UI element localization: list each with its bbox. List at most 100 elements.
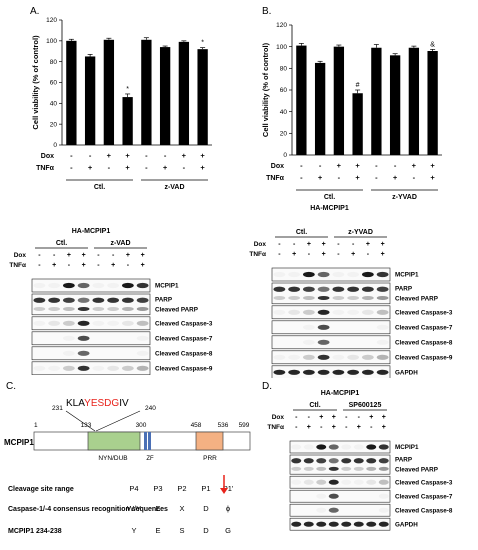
- blot-strip: [271, 282, 391, 305]
- row-mark: -: [70, 151, 73, 160]
- row-mark: +: [337, 161, 342, 170]
- group-label: Ctl.: [94, 184, 105, 191]
- band: [107, 320, 120, 326]
- band: [48, 320, 61, 326]
- band: [273, 271, 286, 278]
- band: [48, 335, 61, 341]
- row-mark: +: [125, 151, 130, 160]
- band: [62, 350, 75, 356]
- blot-row-mark: -: [38, 252, 41, 259]
- seq-start: 231: [52, 405, 63, 412]
- prr-label: PRR: [203, 455, 217, 462]
- blot-b: Ctl. z-YVAD Dox - - + + - - + + TNFα - + - + - + - + MCPIP1 P…: [249, 229, 453, 378]
- panel-a-label: A.: [30, 6, 39, 17]
- band: [317, 339, 330, 345]
- blot-row-mark: +: [322, 241, 326, 248]
- blot-row-mark: +: [332, 414, 336, 421]
- row-mark: -: [413, 173, 416, 182]
- band: [62, 306, 75, 311]
- band-label: PARP: [155, 296, 172, 303]
- row-label: TNFα: [266, 175, 285, 182]
- table-cell: G: [225, 526, 231, 535]
- band: [302, 286, 315, 292]
- band: [288, 309, 301, 315]
- blot-row-mark: -: [345, 414, 348, 421]
- zf-label: ZF: [146, 456, 154, 462]
- y-tick-label: 100: [46, 38, 57, 45]
- band: [273, 286, 286, 292]
- bar: [371, 47, 382, 155]
- band: [361, 309, 374, 315]
- row-mark: -: [145, 163, 148, 172]
- band: [376, 369, 389, 375]
- band: [107, 335, 120, 341]
- band: [302, 324, 315, 330]
- band: [136, 320, 149, 326]
- band: [347, 271, 360, 278]
- band: [62, 320, 75, 326]
- band-label: Cleaved Caspase-7: [155, 336, 213, 343]
- blot-row-mark: +: [141, 252, 145, 259]
- band: [121, 306, 134, 311]
- band: [317, 271, 330, 278]
- band: [366, 521, 377, 527]
- blot-row-mark: +: [322, 251, 326, 258]
- band: [273, 309, 286, 315]
- blot-strip: [289, 503, 391, 517]
- band: [316, 479, 327, 485]
- band: [291, 466, 302, 471]
- blot-row-mark: +: [369, 414, 373, 421]
- prr-domain: [195, 431, 224, 451]
- blot-row-mark: +: [111, 262, 115, 269]
- row-mark: -: [394, 161, 397, 170]
- blot-row-label: TNFα: [9, 262, 26, 269]
- blot-group-label: Ctl.: [309, 402, 320, 409]
- zf-domain: [144, 432, 147, 450]
- row-mark: -: [108, 163, 111, 172]
- row-label: Dox: [271, 163, 284, 170]
- band: [107, 350, 120, 356]
- bar: [178, 41, 190, 145]
- band: [328, 444, 339, 450]
- band: [317, 286, 330, 292]
- band: [33, 320, 46, 326]
- band: [353, 493, 364, 499]
- band-label: Cleaved Caspase-8: [395, 340, 453, 347]
- row-mark: +: [200, 163, 205, 172]
- bar: [159, 47, 171, 146]
- significance-mark: &: [430, 41, 435, 48]
- band: [341, 458, 352, 464]
- band: [303, 507, 314, 513]
- band: [341, 466, 352, 471]
- row-mark: +: [163, 163, 168, 172]
- blot-row-mark: +: [67, 252, 71, 259]
- band: [378, 493, 389, 499]
- band: [48, 297, 61, 303]
- blot-strip: [289, 440, 391, 454]
- band-label: Cleaved Caspase-7: [395, 325, 453, 332]
- table-cell: E: [155, 504, 160, 513]
- blot-strip: [271, 267, 391, 282]
- band: [77, 350, 90, 356]
- blot-row-mark: -: [97, 252, 100, 259]
- band: [366, 458, 377, 464]
- band: [341, 493, 352, 499]
- blot-row-mark: -: [295, 424, 298, 431]
- blot-strip: [31, 293, 151, 316]
- blot-row-mark: +: [366, 241, 370, 248]
- row-mark: +: [393, 173, 398, 182]
- bar: [389, 55, 401, 156]
- blot-strip: [289, 454, 391, 475]
- blot-row-mark: +: [381, 241, 385, 248]
- blot-strip: [271, 305, 391, 320]
- band: [33, 297, 46, 303]
- band: [136, 335, 149, 341]
- band: [136, 306, 149, 311]
- band: [121, 297, 134, 303]
- blot-strip: [31, 346, 151, 361]
- construct-label: HA-MCPIP1: [310, 205, 349, 212]
- band: [288, 286, 301, 292]
- table-cell: P4: [129, 484, 138, 493]
- blot-strip: [31, 331, 151, 346]
- blot-row-mark: +: [307, 424, 311, 431]
